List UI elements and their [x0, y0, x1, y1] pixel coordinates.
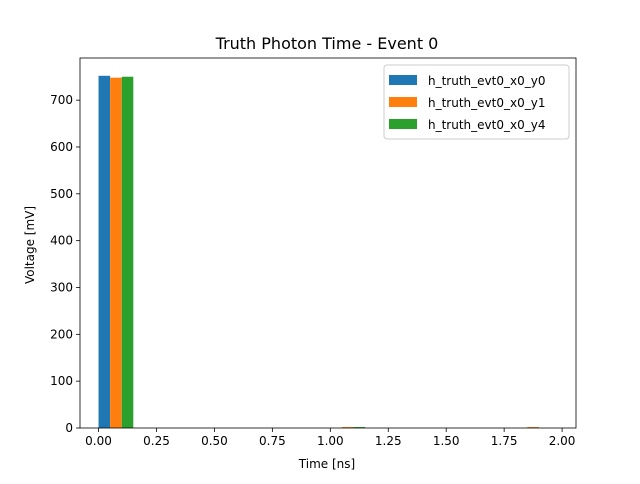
axes-layer: 0.00 0.25 0.50 0.75 1.00 1.25 1.50 1.75 2.00 0 100… — [50, 57, 577, 448]
legend-label-1: h_truth_evt0_x0_y1 — [428, 96, 545, 110]
x-tick-label-5: 1.25 — [375, 434, 402, 448]
y-tick-label-5: 500 — [50, 187, 73, 201]
x-tick-label-4: 1.00 — [317, 434, 344, 448]
legend-box — [383, 64, 570, 140]
legend: h_truth_evt0_x0_y0 h_truth_evt0_x0_y1 h_tr… — [383, 64, 570, 140]
x-tick-label-6: 1.50 — [433, 434, 460, 448]
y-tick-label-3: 300 — [50, 280, 73, 294]
x-tick-label-8: 2.00 — [549, 434, 576, 448]
bars-layer — [98, 75, 539, 429]
y-tick-label-0: 0 — [65, 421, 73, 435]
x-tick-label-2: 0.50 — [201, 434, 228, 448]
x-tick-label-1: 0.25 — [143, 434, 170, 448]
y-tick-label-4: 400 — [50, 234, 73, 248]
x-tick-label-0: 0.00 — [85, 434, 112, 448]
legend-label-2: h_truth_evt0_x0_y4 — [428, 118, 545, 132]
bar-series-1-bin-1 — [341, 427, 354, 428]
x-tick-label-7: 1.75 — [491, 434, 518, 448]
bar-series-0-bin-0 — [98, 75, 111, 429]
plot-frame — [79, 57, 577, 429]
chart-title: Truth Photon Time - Event 0 — [215, 34, 439, 53]
y-tick-label-1: 100 — [50, 374, 73, 388]
bar-series-2-bin-1 — [353, 427, 366, 428]
y-tick-label-2: 200 — [50, 327, 73, 341]
bar-series-2-bin-0 — [121, 76, 134, 428]
y-tick-label-7: 700 — [50, 93, 73, 107]
bar-series-1-bin-0 — [110, 77, 122, 429]
legend-swatch-2 — [389, 119, 417, 129]
legend-swatch-0 — [389, 75, 417, 85]
y-axis-label: Voltage [mV] — [23, 206, 37, 284]
x-tick-label-3: 0.75 — [259, 434, 286, 448]
legend-label-0: h_truth_evt0_x0_y0 — [428, 74, 545, 88]
bar-series-1-bin-2 — [527, 427, 539, 428]
x-axis-label: Time [ns] — [298, 457, 355, 471]
y-tick-label-6: 600 — [50, 140, 73, 154]
legend-swatch-1 — [389, 97, 417, 107]
